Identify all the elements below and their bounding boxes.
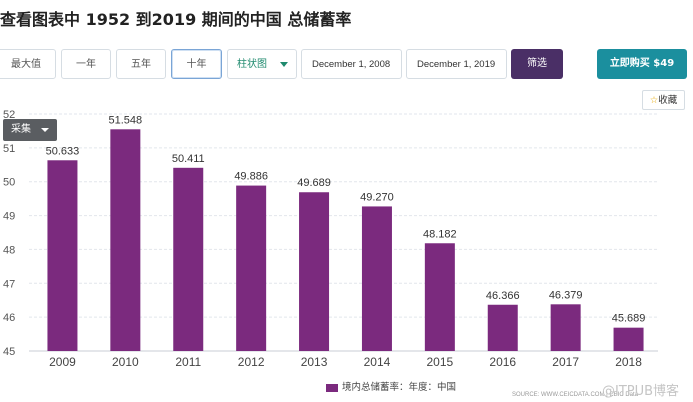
- chart-type-value: 柱状图: [237, 59, 267, 70]
- y-tick-label: 49: [3, 211, 15, 223]
- y-axis: 45 46 47 48 49 50 51 52: [3, 109, 15, 358]
- star-icon: ☆: [649, 95, 659, 106]
- start-date-field[interactable]: December 1, 2008: [301, 49, 402, 79]
- page-title: 查看图表中 1952 到2019 期间的中国 总储蓄率: [0, 10, 352, 29]
- chart-legend[interactable]: 境内总储蓄率：年度：中国: [326, 379, 456, 393]
- bar[interactable]: [236, 185, 267, 351]
- range-10y-button[interactable]: 十年: [171, 49, 222, 79]
- x-tick-label: 2018: [615, 355, 642, 369]
- chart-type-select[interactable]: 柱状图: [227, 49, 297, 79]
- y-tick-label: 50: [3, 177, 15, 189]
- bar[interactable]: [110, 129, 141, 351]
- y-tick-label: 51: [3, 143, 15, 155]
- toolbar: 最大值 一年 五年 十年 柱状图 December 1, 2008 Decemb…: [0, 49, 693, 81]
- bar-data-label: 51.548: [109, 114, 143, 126]
- y-tick-label: 48: [3, 244, 15, 256]
- collect-button[interactable]: 采集: [3, 119, 57, 141]
- bar[interactable]: [613, 327, 644, 351]
- y-tick-label: 46: [3, 312, 15, 324]
- chart-data-labels: 50.633 51.548 50.411 49.886 49.689 49.270 48.1…: [46, 114, 646, 324]
- bar-data-label: 49.270: [360, 191, 394, 203]
- x-tick-label: 2010: [112, 355, 139, 369]
- favorite-button[interactable]: ☆收藏: [642, 90, 685, 110]
- chevron-down-icon: [41, 128, 49, 132]
- x-tick-label: 2011: [175, 355, 201, 369]
- bar-data-label: 46.379: [549, 289, 583, 301]
- x-axis: 2009 2010 2011 2012 2013 2014 2015 2016 2017 2018: [49, 355, 642, 369]
- range-5y-button[interactable]: 五年: [116, 49, 166, 79]
- bar[interactable]: [299, 192, 330, 351]
- watermark: @ITPUB博客: [602, 384, 680, 399]
- bar[interactable]: [550, 304, 581, 351]
- range-max-button[interactable]: 最大值: [0, 49, 56, 79]
- x-tick-label: 2014: [364, 355, 391, 369]
- bar[interactable]: [424, 243, 455, 351]
- collect-label: 采集: [11, 124, 31, 135]
- end-date-field[interactable]: December 1, 2019: [406, 49, 507, 79]
- x-tick-label: 2012: [238, 355, 265, 369]
- bar-data-label: 49.689: [297, 177, 331, 189]
- bar[interactable]: [361, 206, 392, 351]
- bar-data-label: 48.182: [423, 228, 457, 240]
- filter-button[interactable]: 筛选: [511, 49, 563, 79]
- legend-label: 境内总储蓄率：年度：中国: [342, 382, 457, 393]
- x-tick-label: 2017: [552, 355, 579, 369]
- legend-swatch: [326, 383, 338, 392]
- source-text: SOURCE: WWW.CEICDATA.COM | CEIC Data: [512, 392, 639, 398]
- x-tick-label: 2009: [49, 355, 76, 369]
- bar[interactable]: [173, 167, 204, 351]
- bar-data-label: 50.633: [46, 145, 80, 157]
- bar-data-label: 46.366: [486, 290, 520, 302]
- bar-data-label: 49.886: [234, 171, 268, 183]
- x-tick-label: 2016: [489, 355, 516, 369]
- bar[interactable]: [487, 304, 518, 351]
- buy-now-button[interactable]: 立即购买 $49: [597, 49, 687, 79]
- bar-data-label: 50.411: [172, 153, 205, 165]
- x-tick-label: 2013: [301, 355, 328, 369]
- y-tick-label: 47: [3, 278, 15, 290]
- range-1y-button[interactable]: 一年: [61, 49, 111, 79]
- favorite-label: 收藏: [658, 95, 678, 106]
- chevron-down-icon: [280, 62, 288, 67]
- x-tick-label: 2015: [426, 355, 453, 369]
- bar-data-label: 45.689: [612, 313, 646, 325]
- chart-bars: [47, 129, 644, 351]
- y-tick-label: 52: [3, 109, 15, 121]
- bar[interactable]: [47, 160, 78, 351]
- y-tick-label: 45: [3, 346, 15, 358]
